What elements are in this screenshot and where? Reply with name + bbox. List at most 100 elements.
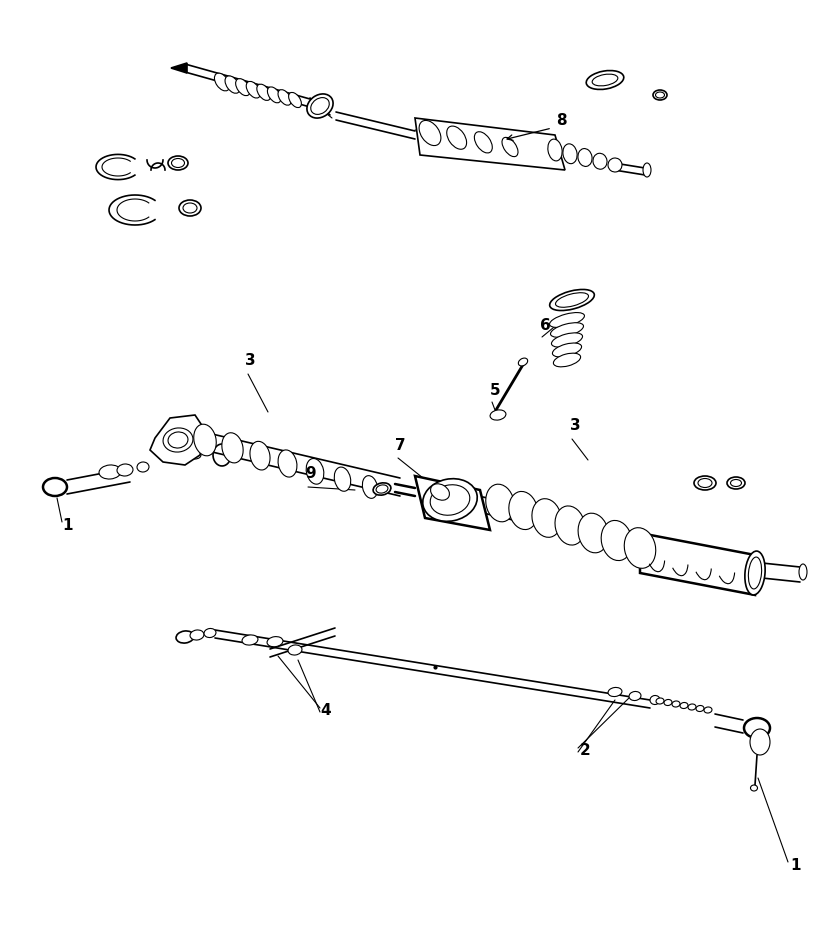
Ellipse shape <box>698 478 712 488</box>
Ellipse shape <box>447 126 467 149</box>
Ellipse shape <box>163 428 193 452</box>
Ellipse shape <box>554 353 580 367</box>
Ellipse shape <box>176 631 194 643</box>
Ellipse shape <box>688 704 696 710</box>
Ellipse shape <box>563 144 577 164</box>
Ellipse shape <box>655 92 665 98</box>
Text: 3: 3 <box>570 418 580 433</box>
Ellipse shape <box>586 70 624 90</box>
Ellipse shape <box>183 203 197 213</box>
Ellipse shape <box>696 705 704 712</box>
Text: 4: 4 <box>320 703 331 718</box>
Ellipse shape <box>731 479 741 487</box>
Ellipse shape <box>288 645 302 655</box>
Ellipse shape <box>625 527 655 568</box>
Text: 9: 9 <box>305 466 316 481</box>
Ellipse shape <box>629 692 641 701</box>
Ellipse shape <box>744 718 770 738</box>
Text: 3: 3 <box>245 353 256 368</box>
Ellipse shape <box>99 465 121 479</box>
Ellipse shape <box>502 137 518 157</box>
Ellipse shape <box>555 506 585 545</box>
Ellipse shape <box>419 121 441 146</box>
Polygon shape <box>415 118 565 170</box>
Text: 8: 8 <box>556 113 567 128</box>
Ellipse shape <box>549 289 595 311</box>
Ellipse shape <box>551 333 583 347</box>
Ellipse shape <box>555 293 589 307</box>
Ellipse shape <box>704 707 712 713</box>
Ellipse shape <box>593 153 607 170</box>
Text: 6: 6 <box>540 318 551 333</box>
Ellipse shape <box>650 695 660 705</box>
Ellipse shape <box>423 478 478 521</box>
Polygon shape <box>171 63 187 73</box>
Ellipse shape <box>643 163 651 177</box>
Ellipse shape <box>550 323 584 337</box>
Ellipse shape <box>680 703 688 708</box>
Ellipse shape <box>376 485 388 493</box>
Ellipse shape <box>235 79 250 95</box>
Ellipse shape <box>306 459 324 484</box>
Ellipse shape <box>362 476 377 499</box>
Text: 7: 7 <box>395 438 406 453</box>
Ellipse shape <box>509 491 538 529</box>
Ellipse shape <box>748 557 762 589</box>
Ellipse shape <box>204 629 216 638</box>
Ellipse shape <box>267 87 281 103</box>
Ellipse shape <box>222 433 243 463</box>
Ellipse shape <box>548 139 562 161</box>
Ellipse shape <box>727 477 745 489</box>
Ellipse shape <box>578 148 592 167</box>
Ellipse shape <box>190 630 204 640</box>
Ellipse shape <box>608 688 622 696</box>
Ellipse shape <box>578 514 609 552</box>
Text: 2: 2 <box>580 743 590 758</box>
Ellipse shape <box>307 94 333 118</box>
Ellipse shape <box>334 467 351 491</box>
Ellipse shape <box>189 451 201 459</box>
Ellipse shape <box>751 785 757 791</box>
Ellipse shape <box>225 76 240 94</box>
Ellipse shape <box>799 564 807 580</box>
Ellipse shape <box>194 425 216 456</box>
Ellipse shape <box>278 450 297 477</box>
Ellipse shape <box>474 132 493 153</box>
Ellipse shape <box>246 82 261 98</box>
Ellipse shape <box>601 520 632 561</box>
Ellipse shape <box>168 432 188 448</box>
Ellipse shape <box>750 729 770 755</box>
Ellipse shape <box>278 90 291 105</box>
Ellipse shape <box>490 410 506 420</box>
Text: 1: 1 <box>790 858 801 873</box>
Ellipse shape <box>532 499 561 538</box>
Polygon shape <box>150 415 205 465</box>
Ellipse shape <box>289 93 301 108</box>
Ellipse shape <box>672 701 680 707</box>
Ellipse shape <box>592 74 618 86</box>
Ellipse shape <box>257 84 271 100</box>
Ellipse shape <box>653 90 667 100</box>
Ellipse shape <box>694 476 716 490</box>
Ellipse shape <box>664 700 672 705</box>
Ellipse shape <box>373 483 391 495</box>
Ellipse shape <box>168 156 188 170</box>
Polygon shape <box>640 533 755 595</box>
Ellipse shape <box>431 484 449 501</box>
Ellipse shape <box>137 462 149 472</box>
Ellipse shape <box>267 637 283 647</box>
Text: 5: 5 <box>490 383 501 398</box>
Ellipse shape <box>608 158 622 172</box>
Ellipse shape <box>242 635 258 645</box>
Polygon shape <box>415 476 490 530</box>
Ellipse shape <box>179 200 201 216</box>
Ellipse shape <box>250 441 270 470</box>
Ellipse shape <box>656 698 664 704</box>
Ellipse shape <box>43 478 67 496</box>
Ellipse shape <box>486 484 514 522</box>
Ellipse shape <box>171 159 185 168</box>
Ellipse shape <box>430 485 470 515</box>
Ellipse shape <box>117 464 133 476</box>
Ellipse shape <box>215 73 230 91</box>
Ellipse shape <box>745 551 765 595</box>
